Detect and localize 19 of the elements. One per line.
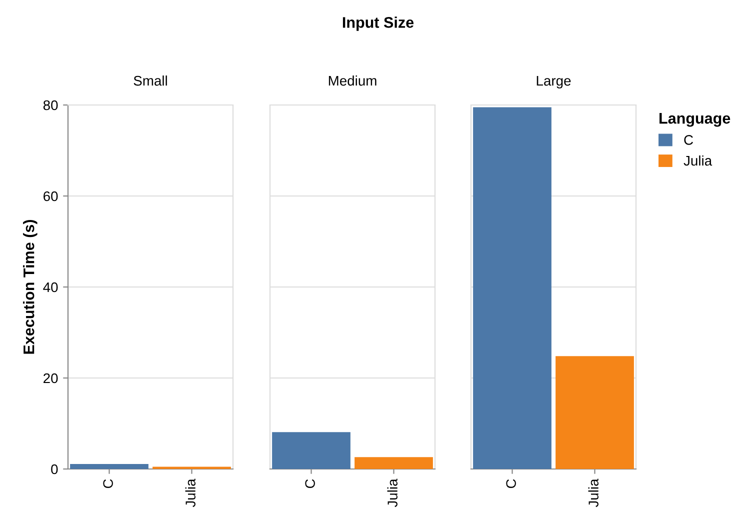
y-tick-label: 60	[44, 191, 58, 202]
legend-label: C	[684, 135, 693, 145]
legend-title: Language	[660, 113, 730, 127]
y-tick-label: 40	[43, 282, 58, 292]
y-axis-title: Execution Time (s)	[23, 220, 38, 354]
x-tick-label: C	[103, 479, 113, 488]
x-tick-label: C	[305, 479, 315, 488]
chart-title: Small	[134, 75, 167, 86]
x-tick-label: C	[506, 479, 516, 488]
text: Input Size	[342, 16, 414, 31]
y-tick-label: 80	[43, 100, 58, 110]
x-tick-label: Julia	[387, 478, 398, 508]
x-tick-label: Julia	[185, 478, 196, 508]
y-tick-label: 20	[44, 373, 58, 384]
y-tick-label: 0	[51, 464, 58, 474]
legend-label: Julia	[684, 155, 712, 166]
chart-title: Large	[536, 76, 571, 88]
x-tick-label: Julia	[588, 478, 598, 508]
chart-title: Medium	[328, 75, 376, 86]
